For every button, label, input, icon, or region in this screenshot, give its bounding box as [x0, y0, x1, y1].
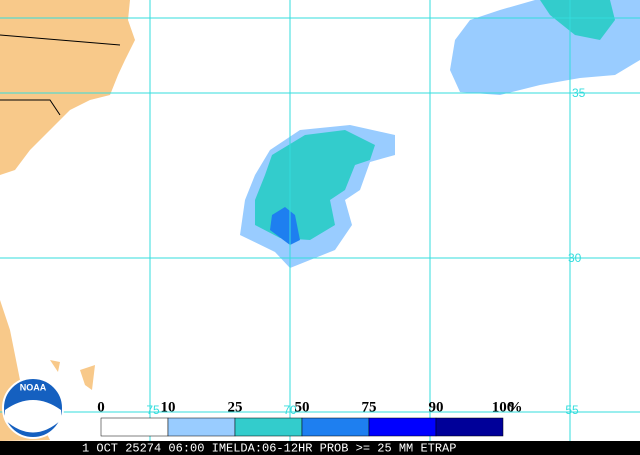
latitude-label: 30 [568, 251, 582, 265]
probability-area [540, 0, 615, 40]
logo-text: NOAA [20, 382, 47, 392]
legend-label: 25 [228, 399, 243, 415]
state-border [0, 34, 121, 46]
graticule [0, 0, 640, 441]
legend-label: 0 [97, 399, 105, 415]
legend: 0 10 25 50 75 90 100 [97, 399, 515, 437]
longitude-label: 70 [283, 403, 297, 417]
probability-area [270, 207, 300, 245]
legend-label: 90 [429, 399, 444, 415]
footer-bar [0, 441, 640, 455]
legend-unit: % [508, 399, 523, 415]
legend-label: 10 [161, 399, 176, 415]
legend-swatch [167, 417, 236, 437]
state-border [0, 99, 61, 116]
noaa-logo: NOAA [2, 377, 64, 439]
legend-swatch [435, 417, 504, 437]
legend-label: 50 [295, 399, 310, 415]
legend-swatch [301, 417, 370, 437]
legend-label: 100 [492, 399, 515, 415]
legend-swatch [368, 417, 437, 437]
logo-gull [5, 400, 61, 433]
legend-swatch [100, 417, 169, 437]
latitude-label: 35 [572, 86, 586, 100]
bahamas-land [50, 360, 95, 390]
legend-swatch [234, 417, 303, 437]
longitude-label: 75 [146, 403, 160, 417]
footer-text: 1 OCT 25274 06:00 IMELDA:06-12HR PROB >=… [82, 442, 456, 455]
longitude-label: 55 [565, 403, 579, 417]
legend-label: 75 [362, 399, 377, 415]
